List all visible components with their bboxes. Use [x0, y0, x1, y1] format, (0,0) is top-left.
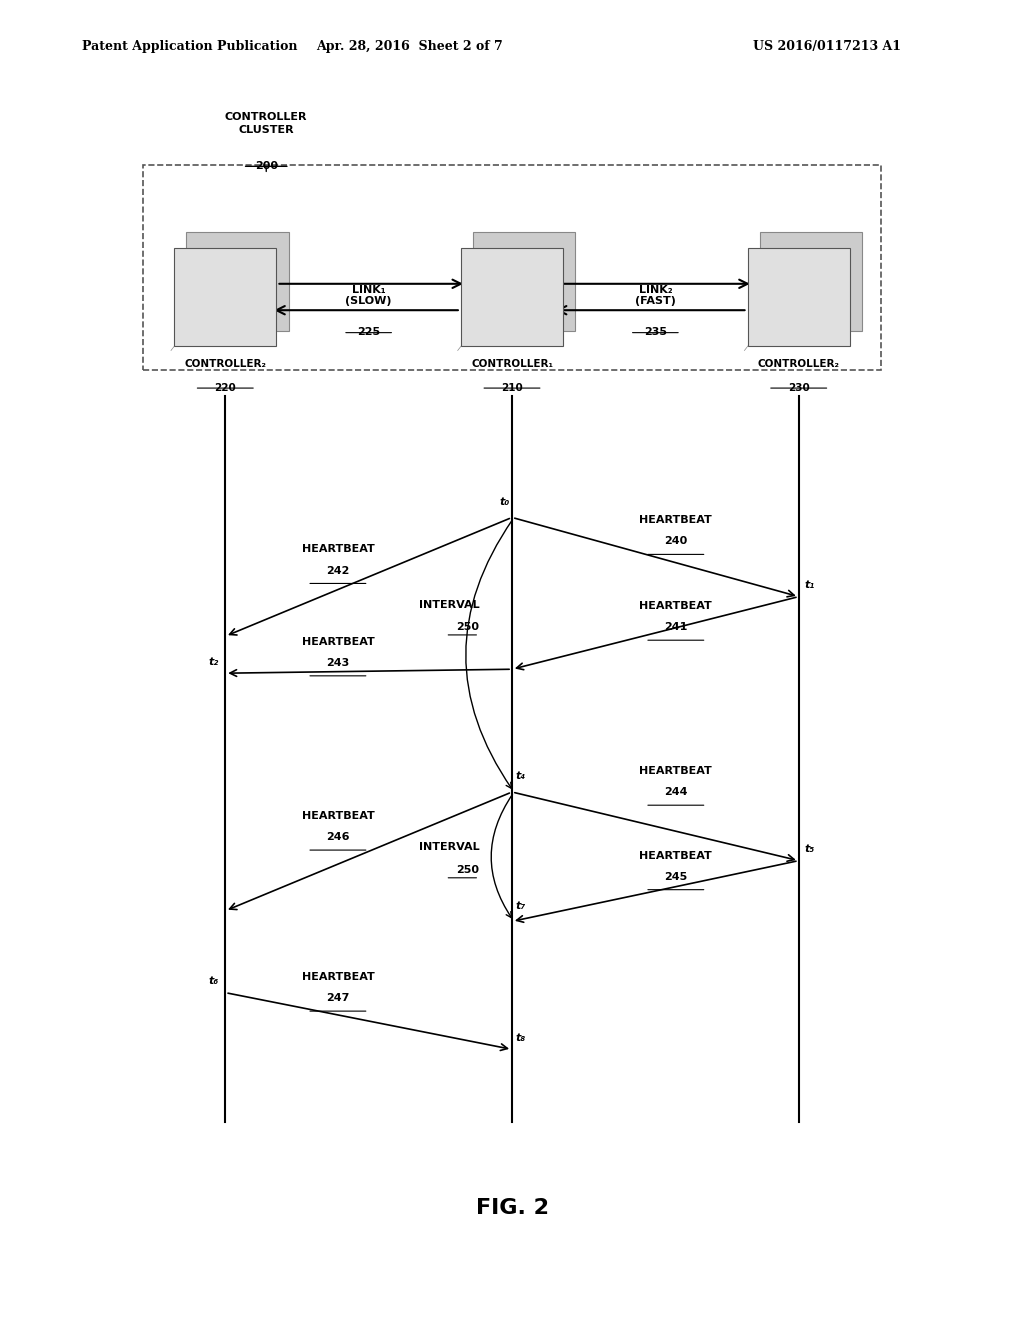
Text: HEARTBEAT: HEARTBEAT	[301, 636, 375, 647]
Text: 220: 220	[214, 383, 237, 393]
Text: t₇: t₇	[515, 900, 525, 911]
Text: t₈: t₈	[515, 1032, 525, 1043]
Text: 235: 235	[644, 327, 667, 338]
Text: t₅: t₅	[805, 843, 815, 854]
Text: 230: 230	[787, 383, 810, 393]
Text: 244: 244	[665, 787, 687, 797]
Text: 250: 250	[457, 865, 479, 875]
Text: HEARTBEAT: HEARTBEAT	[639, 515, 713, 525]
Text: HEARTBEAT: HEARTBEAT	[639, 850, 713, 861]
FancyBboxPatch shape	[473, 232, 575, 330]
Text: LINK₁
(SLOW): LINK₁ (SLOW)	[345, 285, 392, 306]
Text: HEARTBEAT: HEARTBEAT	[301, 810, 375, 821]
Text: Patent Application Publication: Patent Application Publication	[82, 40, 297, 53]
Text: US 2016/0117213 A1: US 2016/0117213 A1	[753, 40, 901, 53]
FancyBboxPatch shape	[760, 232, 862, 330]
FancyBboxPatch shape	[461, 248, 563, 346]
Text: INTERVAL: INTERVAL	[419, 599, 479, 610]
Text: 243: 243	[327, 657, 349, 668]
Text: HEARTBEAT: HEARTBEAT	[639, 601, 713, 611]
Text: 247: 247	[327, 993, 349, 1003]
Text: 200: 200	[255, 161, 278, 172]
Text: FIG. 2: FIG. 2	[475, 1197, 549, 1218]
Text: 245: 245	[665, 871, 687, 882]
Text: CONTROLLER₂: CONTROLLER₂	[758, 359, 840, 370]
Text: t₀: t₀	[500, 496, 510, 507]
Text: 240: 240	[665, 536, 687, 546]
Text: 246: 246	[327, 832, 349, 842]
Text: 210: 210	[501, 383, 523, 393]
Text: HEARTBEAT: HEARTBEAT	[301, 972, 375, 982]
Text: 225: 225	[357, 327, 380, 338]
Text: HEARTBEAT: HEARTBEAT	[301, 544, 375, 554]
FancyBboxPatch shape	[174, 248, 276, 346]
Text: LINK₂
(FAST): LINK₂ (FAST)	[635, 285, 676, 306]
Text: 242: 242	[327, 565, 349, 576]
FancyBboxPatch shape	[748, 248, 850, 346]
Text: CONTROLLER₂: CONTROLLER₂	[184, 359, 266, 370]
FancyBboxPatch shape	[186, 232, 289, 330]
Text: t₄: t₄	[515, 771, 525, 781]
Text: t₁: t₁	[805, 579, 815, 590]
Text: t₆: t₆	[209, 975, 219, 986]
Text: CONTROLLER
CLUSTER: CONTROLLER CLUSTER	[225, 112, 307, 135]
Text: t₂: t₂	[209, 656, 219, 667]
Text: 241: 241	[665, 622, 687, 632]
Text: 250: 250	[457, 622, 479, 632]
Text: Apr. 28, 2016  Sheet 2 of 7: Apr. 28, 2016 Sheet 2 of 7	[316, 40, 503, 53]
Text: HEARTBEAT: HEARTBEAT	[639, 766, 713, 776]
Text: CONTROLLER₁: CONTROLLER₁	[471, 359, 553, 370]
Text: INTERVAL: INTERVAL	[419, 842, 479, 853]
